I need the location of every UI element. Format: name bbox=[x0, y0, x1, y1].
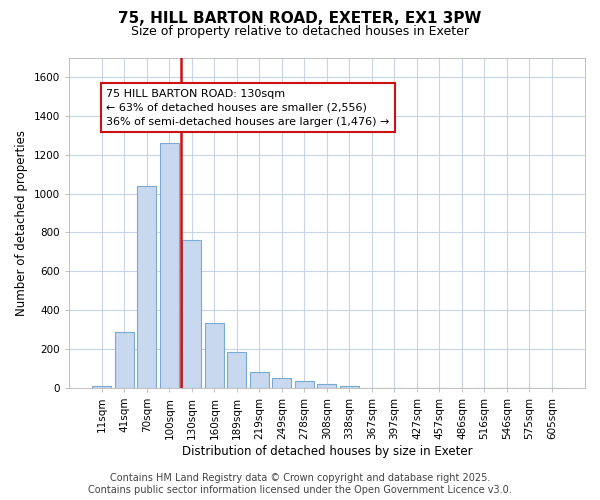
Text: 75 HILL BARTON ROAD: 130sqm
← 63% of detached houses are smaller (2,556)
36% of : 75 HILL BARTON ROAD: 130sqm ← 63% of det… bbox=[106, 88, 390, 126]
Bar bbox=[317, 384, 337, 388]
Bar bbox=[205, 322, 224, 388]
Text: 75, HILL BARTON ROAD, EXETER, EX1 3PW: 75, HILL BARTON ROAD, EXETER, EX1 3PW bbox=[118, 11, 482, 26]
Bar bbox=[250, 372, 269, 388]
Bar bbox=[115, 332, 134, 388]
Bar bbox=[137, 186, 157, 388]
Bar bbox=[340, 386, 359, 388]
Y-axis label: Number of detached properties: Number of detached properties bbox=[15, 130, 28, 316]
Bar bbox=[92, 386, 112, 388]
Bar bbox=[272, 378, 292, 388]
Text: Size of property relative to detached houses in Exeter: Size of property relative to detached ho… bbox=[131, 25, 469, 38]
Text: Contains HM Land Registry data © Crown copyright and database right 2025.
Contai: Contains HM Land Registry data © Crown c… bbox=[88, 474, 512, 495]
X-axis label: Distribution of detached houses by size in Exeter: Distribution of detached houses by size … bbox=[182, 444, 472, 458]
Bar bbox=[227, 352, 247, 388]
Bar bbox=[295, 381, 314, 388]
Bar bbox=[182, 240, 202, 388]
Bar bbox=[160, 143, 179, 388]
